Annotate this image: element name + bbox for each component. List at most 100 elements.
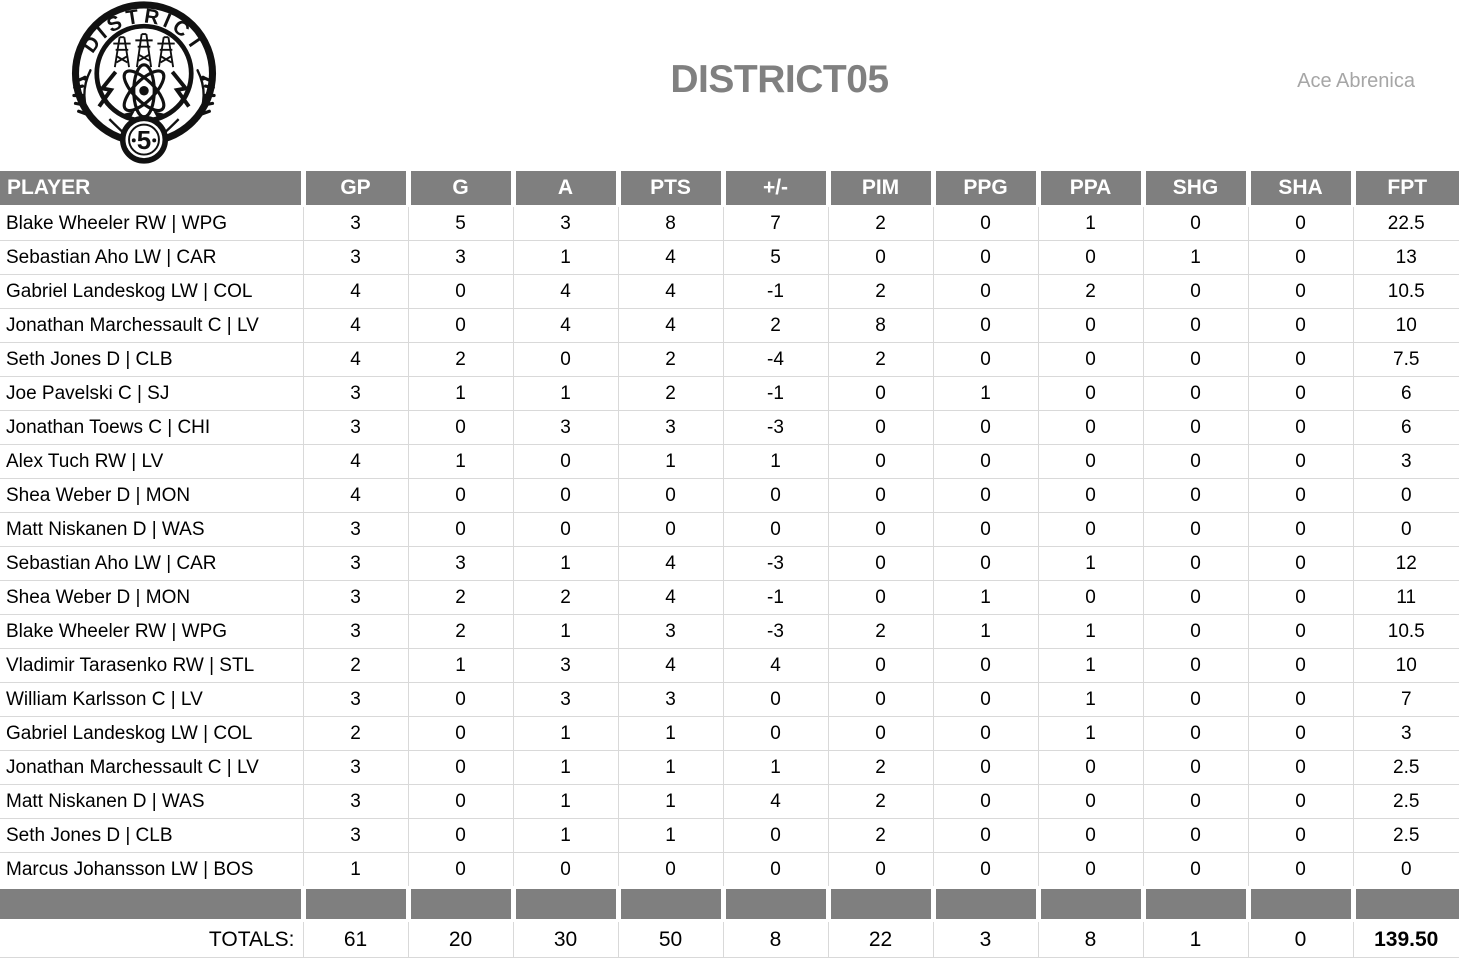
stat-cell-ppa: 1 bbox=[1037, 716, 1143, 751]
stat-cell-fpt: 10 bbox=[1352, 648, 1459, 683]
stat-cell-a: 3 bbox=[512, 682, 618, 717]
stat-cell-fpt: 0 bbox=[1352, 478, 1459, 513]
stat-cell-gp: 3 bbox=[302, 240, 408, 275]
separator-cell bbox=[1140, 886, 1248, 922]
stat-cell-ppg: 0 bbox=[932, 546, 1038, 581]
logo-number-badge: 5 bbox=[119, 115, 169, 164]
stat-cell-shg: 0 bbox=[1142, 580, 1248, 615]
stat-cell-a: 0 bbox=[512, 478, 618, 513]
stat-cell-a: 3 bbox=[512, 205, 618, 241]
column-header-pim: PIM bbox=[825, 171, 933, 207]
stat-cell-fpt: 2.5 bbox=[1352, 784, 1459, 819]
stat-cell-g: 3 bbox=[407, 546, 513, 581]
stat-cell-g: 0 bbox=[407, 784, 513, 819]
table-row: Shea Weber D | MON 3 2 2 4 -1 0 1 0 0 0 11 bbox=[0, 580, 1459, 615]
stat-cell-ppg: 0 bbox=[932, 342, 1038, 377]
stat-cell-ppg: 0 bbox=[932, 308, 1038, 343]
column-header-shg: SHG bbox=[1140, 171, 1248, 207]
stat-cell-g: 2 bbox=[407, 614, 513, 649]
stat-cell-g: 2 bbox=[407, 580, 513, 615]
stat-cell-pts: 2 bbox=[617, 342, 723, 377]
stat-cell-g: 0 bbox=[407, 716, 513, 751]
stat-cell-sha: 0 bbox=[1247, 308, 1353, 343]
stat-cell-gp: 4 bbox=[302, 444, 408, 479]
stat-cell-plus-minus: 0 bbox=[722, 512, 828, 547]
stat-cell-pts: 4 bbox=[617, 580, 723, 615]
stat-cell-gp: 3 bbox=[302, 682, 408, 717]
stat-cell-g: 0 bbox=[407, 818, 513, 853]
stat-cell-sha: 0 bbox=[1247, 852, 1353, 888]
stat-cell-ppg: 1 bbox=[932, 376, 1038, 411]
separator-cell bbox=[1350, 886, 1459, 922]
stat-cell-fpt: 11 bbox=[1352, 580, 1459, 615]
stat-cell-a: 0 bbox=[512, 512, 618, 547]
stat-cell-shg: 0 bbox=[1142, 376, 1248, 411]
table-header-row: PLAYER GP G A PTS +/- PIM PPG PPA SHG SHA FPT bbox=[0, 171, 1459, 207]
table-row: Matt Niskanen D | WAS 3 0 1 1 4 2 0 0 0 0 2.5 bbox=[0, 784, 1459, 819]
stat-cell-ppa: 1 bbox=[1037, 205, 1143, 241]
stat-cell-ppa: 0 bbox=[1037, 818, 1143, 853]
atom-arrow-left bbox=[124, 111, 135, 120]
stat-cell-pts: 1 bbox=[617, 818, 723, 853]
stat-cell-pts: 0 bbox=[617, 852, 723, 888]
stat-cell-ppa: 0 bbox=[1037, 784, 1143, 819]
stat-cell-pts: 0 bbox=[617, 478, 723, 513]
stat-cell-fpt: 3 bbox=[1352, 444, 1459, 479]
player-cell: Sebastian Aho LW | CAR bbox=[0, 546, 303, 581]
stat-cell-g: 0 bbox=[407, 512, 513, 547]
stat-cell-gp: 3 bbox=[302, 410, 408, 445]
stat-cell-sha: 0 bbox=[1247, 818, 1353, 853]
stat-cell-ppa: 1 bbox=[1037, 682, 1143, 717]
stat-cell-fpt: 2.5 bbox=[1352, 750, 1459, 785]
player-cell: Sebastian Aho LW | CAR bbox=[0, 240, 303, 275]
separator-row bbox=[0, 886, 1459, 922]
stat-cell-plus-minus: -4 bbox=[722, 342, 828, 377]
table-row: Seth Jones D | CLB 3 0 1 1 0 2 0 0 0 0 2.5 bbox=[0, 818, 1459, 853]
totals-cell-ppg: 3 bbox=[932, 920, 1038, 958]
totals-label: TOTALS: bbox=[0, 920, 303, 958]
table-row: Jonathan Marchessault C | LV 4 0 4 4 2 8 0 0 0 0 10 bbox=[0, 308, 1459, 343]
stat-cell-sha: 0 bbox=[1247, 784, 1353, 819]
stat-cell-plus-minus: 0 bbox=[722, 716, 828, 751]
stat-cell-a: 1 bbox=[512, 750, 618, 785]
stat-cell-g: 1 bbox=[407, 444, 513, 479]
stat-cell-ppa: 0 bbox=[1037, 444, 1143, 479]
stat-cell-a: 4 bbox=[512, 274, 618, 309]
stat-cell-pts: 4 bbox=[617, 240, 723, 275]
totals-cell-ppa: 8 bbox=[1037, 920, 1143, 958]
table-row: Shea Weber D | MON 4 0 0 0 0 0 0 0 0 0 0 bbox=[0, 478, 1459, 513]
stat-cell-g: 3 bbox=[407, 240, 513, 275]
table-row: Gabriel Landeskog LW | COL 4 0 4 4 -1 2 0 2 0 0 10.… bbox=[0, 274, 1459, 309]
stat-cell-pts: 3 bbox=[617, 682, 723, 717]
table-row: Jonathan Toews C | CHI 3 0 3 3 -3 0 0 0 0 0 6 bbox=[0, 410, 1459, 445]
stat-cell-pts: 4 bbox=[617, 274, 723, 309]
stat-cell-ppg: 0 bbox=[932, 512, 1038, 547]
totals-cell-pts: 50 bbox=[617, 920, 723, 958]
stat-cell-a: 2 bbox=[512, 580, 618, 615]
column-header-ppg: PPG bbox=[930, 171, 1038, 207]
stat-cell-plus-minus: -3 bbox=[722, 614, 828, 649]
stat-cell-pts: 4 bbox=[617, 648, 723, 683]
column-header-g: G bbox=[405, 171, 513, 207]
stat-cell-plus-minus: 5 bbox=[722, 240, 828, 275]
totals-cell-pim: 22 bbox=[827, 920, 933, 958]
player-cell: Shea Weber D | MON bbox=[0, 478, 303, 513]
stat-cell-fpt: 10 bbox=[1352, 308, 1459, 343]
stat-cell-plus-minus: 4 bbox=[722, 784, 828, 819]
stat-cell-fpt: 12 bbox=[1352, 546, 1459, 581]
totals-cell-plus-minus: 8 bbox=[722, 920, 828, 958]
table-row: Matt Niskanen D | WAS 3 0 0 0 0 0 0 0 0 0 0 bbox=[0, 512, 1459, 547]
stat-cell-gp: 2 bbox=[302, 716, 408, 751]
table-row: Alex Tuch RW | LV 4 1 0 1 1 0 0 0 0 0 3 bbox=[0, 444, 1459, 479]
stat-cell-plus-minus: 0 bbox=[722, 852, 828, 888]
stat-cell-pim: 2 bbox=[827, 784, 933, 819]
stat-cell-gp: 4 bbox=[302, 342, 408, 377]
stat-cell-a: 3 bbox=[512, 648, 618, 683]
page-title: DISTRICT05 bbox=[670, 58, 889, 101]
column-header-player: PLAYER bbox=[0, 171, 303, 207]
stat-cell-ppa: 0 bbox=[1037, 410, 1143, 445]
stat-cell-pim: 0 bbox=[827, 444, 933, 479]
laurel-left-icon bbox=[72, 69, 93, 122]
column-header-a: A bbox=[510, 171, 618, 207]
